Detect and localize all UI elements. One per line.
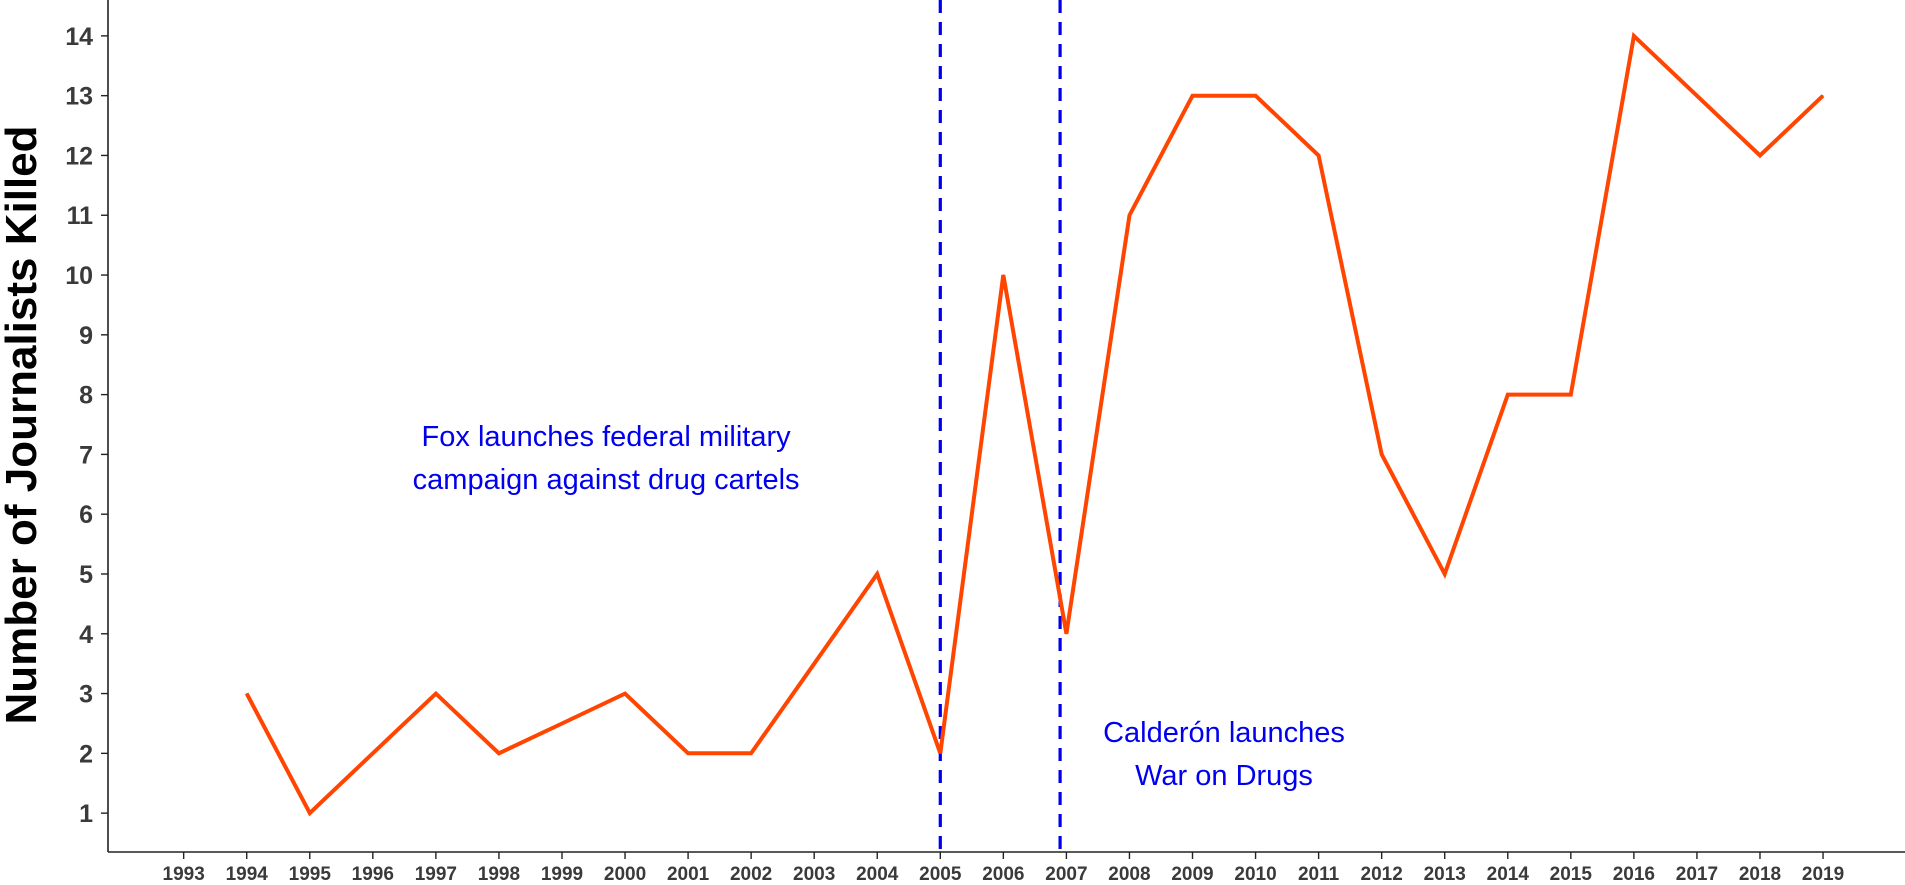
y-tick-label: 13 <box>65 83 93 111</box>
y-tick-label: 1 <box>79 800 93 828</box>
x-tick-label: 2006 <box>982 864 1024 885</box>
annotation-text: campaign against drug cartels <box>413 464 800 496</box>
y-tick-label: 5 <box>79 561 93 589</box>
y-tick-label: 10 <box>65 262 93 290</box>
x-tick-label: 1999 <box>541 864 583 885</box>
y-axis-label: Number of Journalists Killed <box>0 126 46 725</box>
data-point <box>1002 274 1004 276</box>
data-point <box>1633 35 1635 37</box>
data-point <box>813 663 815 665</box>
x-tick-label: 1998 <box>478 864 520 885</box>
x-tick-label: 2000 <box>604 864 646 885</box>
x-tick-label: 2014 <box>1487 864 1530 885</box>
x-tick-label: 2017 <box>1676 864 1718 885</box>
data-point <box>246 693 248 695</box>
series-line <box>244 31 1825 817</box>
data-point <box>309 812 311 814</box>
x-tick-label: 2009 <box>1171 864 1213 885</box>
data-point <box>876 573 878 575</box>
data-point <box>687 752 689 754</box>
data-point <box>624 693 626 695</box>
x-tick-label: 2004 <box>856 864 899 885</box>
annotation-text: War on Drugs <box>1135 760 1313 792</box>
series-layer <box>244 31 1825 817</box>
data-point <box>1507 394 1509 396</box>
data-point <box>1318 154 1320 156</box>
y-tick-label: 6 <box>79 501 93 529</box>
x-tick-label: 2012 <box>1361 864 1403 885</box>
data-point <box>498 752 500 754</box>
x-tick-label: 1994 <box>226 864 269 885</box>
x-tick-label: 2007 <box>1045 864 1087 885</box>
x-tick-label: 2010 <box>1234 864 1276 885</box>
x-tick-label: 2016 <box>1613 864 1655 885</box>
y-tick-label: 9 <box>79 322 93 350</box>
annotations: Fox launches federal military campaign ag… <box>413 421 1345 792</box>
reference-lines <box>938 0 1062 852</box>
y-tick-label: 12 <box>65 142 93 170</box>
annotation-text: Fox launches federal military <box>422 421 792 453</box>
x-tick-label: 2008 <box>1108 864 1150 885</box>
data-point <box>939 752 941 754</box>
data-point <box>1696 95 1698 97</box>
data-point <box>561 722 563 724</box>
data-point <box>1192 95 1194 97</box>
x-tick-label: 1996 <box>352 864 394 885</box>
x-tick-label: 1995 <box>289 864 332 885</box>
y-tick-label: 4 <box>79 621 93 649</box>
data-point <box>1444 573 1446 575</box>
y-tick-label: 7 <box>79 441 93 469</box>
x-tick-label: 2005 <box>919 864 962 885</box>
data-point <box>1255 95 1257 97</box>
y-tick-label: 3 <box>79 681 93 709</box>
data-point <box>750 752 752 754</box>
data-point <box>372 752 374 754</box>
data-point <box>1128 214 1130 216</box>
y-tick-label: 14 <box>65 23 93 51</box>
x-tick-label: 2002 <box>730 864 772 885</box>
x-tick-label: 2001 <box>667 864 710 885</box>
x-tick-label: 2019 <box>1802 864 1844 885</box>
data-point <box>1759 154 1761 156</box>
data-point <box>435 693 437 695</box>
y-tick-label: 8 <box>79 382 93 410</box>
x-tick-label: 2003 <box>793 864 835 885</box>
x-tick-label: 1997 <box>415 864 457 885</box>
data-point <box>1381 453 1383 455</box>
x-tick-label: 2018 <box>1739 864 1781 885</box>
x-tick-label: 1993 <box>163 864 205 885</box>
data-point <box>1065 633 1067 635</box>
x-tick-label: 2013 <box>1424 864 1466 885</box>
x-tick-label: 2015 <box>1550 864 1593 885</box>
y-tick-label: 11 <box>67 202 94 230</box>
y-tick-label: 2 <box>79 740 93 768</box>
x-tick-label: 2011 <box>1298 864 1340 885</box>
annotation-text: Calderón launches <box>1103 717 1345 749</box>
data-point <box>1822 95 1824 97</box>
data-point <box>1570 394 1572 396</box>
